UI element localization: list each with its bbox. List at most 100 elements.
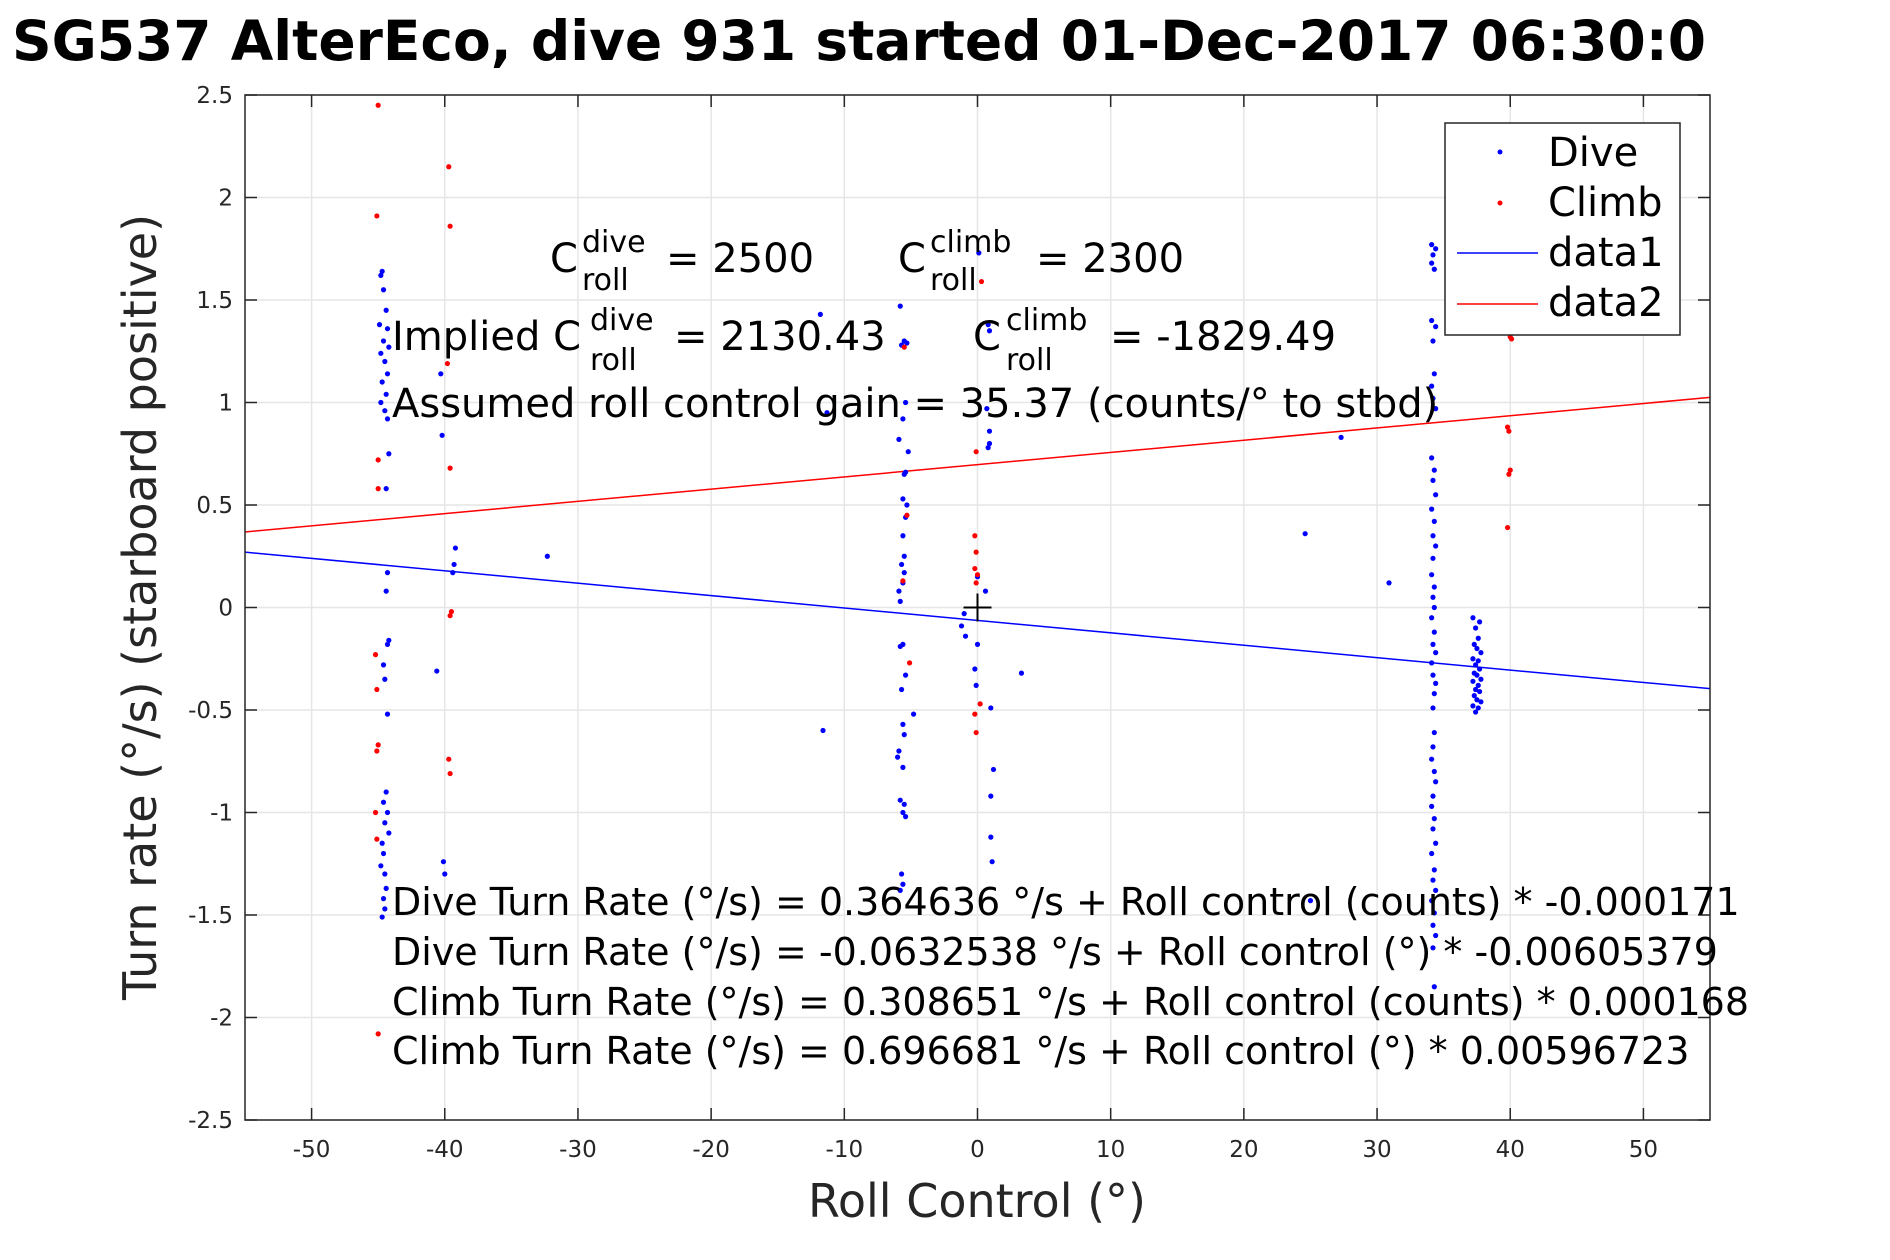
dive-point [1475,635,1481,641]
dive-point [1430,594,1436,600]
climb-point [375,486,381,492]
annotation-implied-climb: C climb roll = -1829.49 [973,303,1336,378]
dive-point [1430,252,1436,258]
dive-point [1307,898,1314,904]
dive-point [905,449,911,455]
dive-point [1429,260,1435,266]
dive-point [958,623,965,629]
dive-point [902,399,909,406]
dive-point [1430,672,1436,678]
dive-point [544,553,550,559]
legend-climb-marker [1497,200,1503,206]
dive-point [1430,705,1436,711]
dive-point [1431,768,1437,775]
dive-point [382,358,388,365]
climb-point [1504,424,1511,430]
dive-point [902,814,909,820]
dive-point [1430,877,1436,883]
x-tick-label: 50 [1629,1137,1658,1163]
y-tick-label: 2.5 [196,83,233,109]
y-tick-label: 0.5 [196,493,233,519]
y-tick-label: 1 [218,391,233,417]
dive-point [451,561,457,568]
climb-point [446,756,452,762]
x-tick-label: -30 [559,1137,597,1163]
y-tick-label: -1.5 [188,903,233,929]
dive-point [1386,580,1392,586]
dive-point [898,686,905,693]
dive-point [1478,650,1484,656]
climb-point [374,686,380,693]
dive-point [1433,650,1439,656]
svg-text:dive: dive [590,303,654,338]
dive-point [896,748,902,754]
climb-point [972,565,978,572]
dive-point [974,641,981,648]
dive-point [1433,543,1439,549]
dive-point [986,440,993,447]
x-tick-label: -20 [692,1137,730,1163]
x-tick-label: 0 [970,1137,985,1163]
climb-point [977,701,983,707]
dive-point [1430,744,1436,750]
dive-point [897,598,903,604]
climb-point [375,102,381,108]
climb-point [972,533,978,539]
dive-point [379,840,385,846]
y-axis-label: Turn rate (°/s) (starboard positive) [113,214,167,1001]
dive-point [897,643,903,650]
dive-point [988,834,994,840]
climb-point [972,711,978,717]
climb-point [973,449,979,455]
dive-point [1431,629,1437,635]
dive-point [1431,584,1437,590]
dive-point [383,789,389,795]
dive-point [984,406,990,412]
svg-text:C: C [973,314,1001,360]
dive-point [1431,691,1437,697]
climb-point [1508,336,1515,342]
dive-point [1431,729,1437,736]
climb-point [901,344,907,350]
dive-point [898,871,905,877]
legend: Dive Climb data1 data2 [1444,122,1681,336]
climb-point [375,457,381,463]
y-tick-label: 1.5 [196,288,233,314]
dive-point [450,570,456,576]
dive-point [386,451,392,457]
legend-data2-label: data2 [1548,280,1664,326]
svg-text:climb: climb [930,225,1011,260]
x-tick-label: 40 [1496,1137,1525,1163]
dive-point [384,809,391,816]
dive-point [824,410,830,416]
dive-point [1431,867,1437,873]
dive-point [1471,693,1477,699]
dive-point [1429,756,1435,762]
x-tick-label: -50 [293,1137,331,1163]
dive-point [383,307,389,313]
x-tick-label: 10 [1096,1137,1125,1163]
dive-point [1429,383,1435,389]
dive-point [382,871,388,877]
dive-point [820,727,826,734]
climb-point [1506,471,1512,477]
x-tick-label: -40 [426,1137,464,1163]
dive-point [1429,506,1435,512]
dive-point [452,545,459,551]
dive-point [1429,615,1435,621]
svg-text:= 2300: = 2300 [1036,236,1184,282]
climb-point [1504,524,1511,531]
dive-point [1429,242,1435,248]
dive-point [1430,338,1436,344]
dive-point [900,496,906,502]
dive-point [1430,555,1436,561]
dive-point [894,754,901,760]
dive-point [897,303,903,309]
y-tick-label: 2 [218,186,233,212]
svg-text:roll: roll [582,263,629,298]
dive-point [434,668,440,674]
climb-point [446,164,452,170]
climb-point [906,660,913,666]
x-axis-label: Roll Control (°) [808,1174,1146,1228]
